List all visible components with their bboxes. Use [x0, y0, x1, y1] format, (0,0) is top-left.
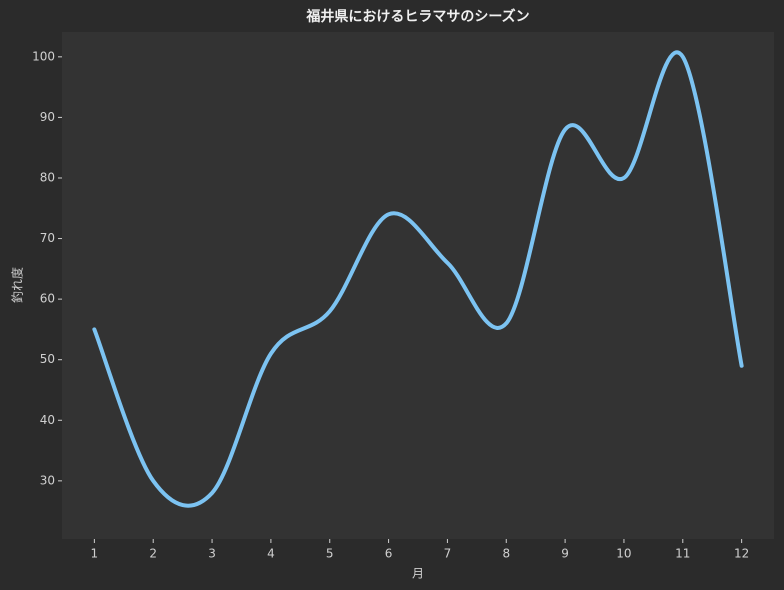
x-tick-label: 9	[561, 547, 569, 561]
x-tick-label: 3	[208, 547, 216, 561]
y-tick-label: 50	[40, 352, 55, 366]
y-tick-label: 90	[40, 110, 55, 124]
y-tick-label: 70	[40, 231, 55, 245]
y-axis-label: 釣れ度	[10, 267, 25, 303]
x-tick-label: 12	[734, 547, 749, 561]
x-tick-label: 5	[326, 547, 334, 561]
line	[92, 50, 744, 508]
y-tick-label: 30	[40, 473, 55, 487]
chart-title: 福井県におけるヒラマサのシーズン	[305, 8, 529, 25]
x-tick-label: 10	[616, 547, 631, 561]
y-tick-label: 60	[40, 292, 55, 306]
x-tick-label: 11	[675, 547, 690, 561]
plot-area	[62, 32, 774, 539]
x-tick-label: 8	[502, 547, 510, 561]
x-tick-label: 7	[444, 547, 452, 561]
y-tick-label: 100	[32, 49, 55, 63]
x-tick-label: 2	[149, 547, 157, 561]
x-axis-label: 月	[412, 567, 424, 581]
y-tick-label: 80	[40, 170, 55, 184]
x-tick-label: 6	[385, 547, 393, 561]
x-tick-label: 4	[267, 547, 275, 561]
y-tick-label: 40	[40, 413, 55, 427]
x-tick-label: 1	[91, 547, 99, 561]
